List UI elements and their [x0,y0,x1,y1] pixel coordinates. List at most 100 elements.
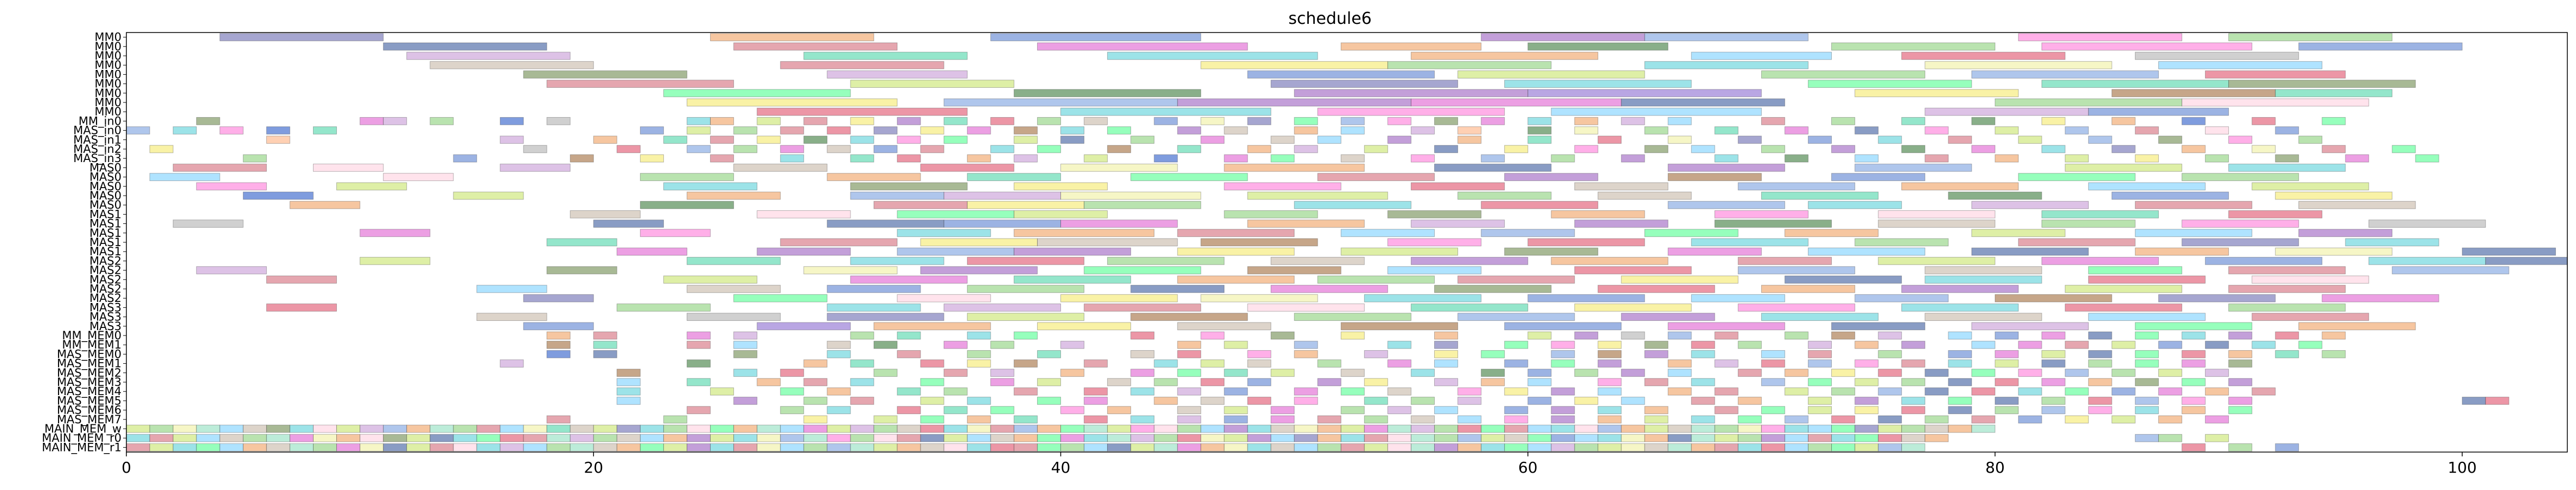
task-bar [1270,285,1388,293]
task-bar [1177,229,1295,237]
y-tick-label: MAIN_MEM_r1 [42,441,122,454]
task-bar [1247,378,1271,386]
task-bar [1807,247,1926,256]
task-bar [780,61,944,69]
task-bar [1691,145,1715,153]
task-bar [1434,164,1552,172]
task-bar [1667,359,1692,368]
task-bar [1200,397,1225,405]
task-bar [1855,406,1879,414]
task-bar [523,145,547,153]
task-bar [1667,331,1692,340]
task-bar [2181,397,2206,405]
task-bar [1364,415,1388,424]
task-bar [1130,443,1155,452]
task-bar [2134,51,2299,60]
task-bar [242,191,314,200]
task-bar [1387,266,1482,274]
task-bar [1504,443,1529,452]
task-bar [943,424,968,433]
task-bar [733,424,758,433]
task-bar [546,434,571,442]
task-bar [2064,340,2089,349]
task-bar [2181,406,2206,414]
task-bar [1294,117,1318,125]
task-bar [920,378,944,386]
task-bar [196,434,220,442]
task-bar [1364,294,1482,302]
task-bar [1807,80,1972,88]
task-bar [1737,443,1762,452]
task-bar [1831,117,1856,125]
task-bar [1130,136,1155,144]
task-bar [1340,331,1365,340]
task-bar [1527,378,1552,386]
task-bar [1855,443,1879,452]
task-bar [2485,257,2568,265]
task-bar [2111,191,2229,200]
task-bar [1831,322,1926,331]
task-bar [1948,397,1972,405]
task-bar [943,443,968,452]
task-bar [406,51,571,60]
task-bar [803,266,898,274]
task-bar [1481,378,1505,386]
task-bar [546,331,571,340]
task-bar [827,424,851,433]
task-bar [663,424,687,433]
task-bar [2181,443,2206,452]
task-bar [1995,294,2112,302]
task-bar [1154,434,1178,442]
task-bar [1247,145,1271,153]
task-bar [500,164,571,172]
task-bar [2088,331,2112,340]
chart-title: schedule6 [1288,9,1372,28]
task-bar [873,201,968,209]
task-bar [1294,443,1318,452]
task-bar [1644,443,1669,452]
task-bar [266,126,290,134]
task-bar [1387,238,1482,247]
y-tick-label: MAS_MEM3 [57,376,122,389]
task-bar [897,331,921,340]
task-bar [1831,145,1856,153]
task-bar [1013,136,1038,144]
task-bar [1948,359,1972,368]
task-bar [1971,424,1996,433]
task-bar [1294,350,1318,358]
task-bar [1527,443,1552,452]
task-bar [663,434,687,442]
task-bar [850,191,944,200]
task-bar [593,350,617,358]
task-bar [1737,369,1762,377]
task-bar [1925,313,2042,321]
task-bar [1807,350,1832,358]
task-bar [850,154,874,163]
task-bar [1224,415,1248,424]
task-bar [1714,443,1738,452]
x-tick-label: 20 [584,459,603,476]
task-bar [1270,154,1295,163]
y-tick-label: MAS2 [90,282,122,295]
task-bar [1410,304,1529,312]
task-bar [2252,117,2276,125]
task-bar [1247,424,1271,433]
task-bar [2181,145,2206,153]
task-bar [780,238,898,247]
task-bar [289,201,361,209]
task-bar [2345,238,2439,247]
y-tick-label: MM0 [94,49,122,62]
task-bar [1013,210,1108,218]
x-tick-label: 100 [2447,459,2476,476]
task-bar [733,126,758,134]
task-bar [686,406,711,414]
task-bar [1784,369,1808,377]
y-tick-label: MAS1 [90,227,122,240]
task-bar [827,443,851,452]
task-bar [1901,359,1926,368]
task-bar [1084,415,1108,424]
task-bar [2228,80,2416,88]
task-bar [1434,359,1459,368]
task-bar [1410,415,1435,424]
task-bar [2134,331,2159,340]
